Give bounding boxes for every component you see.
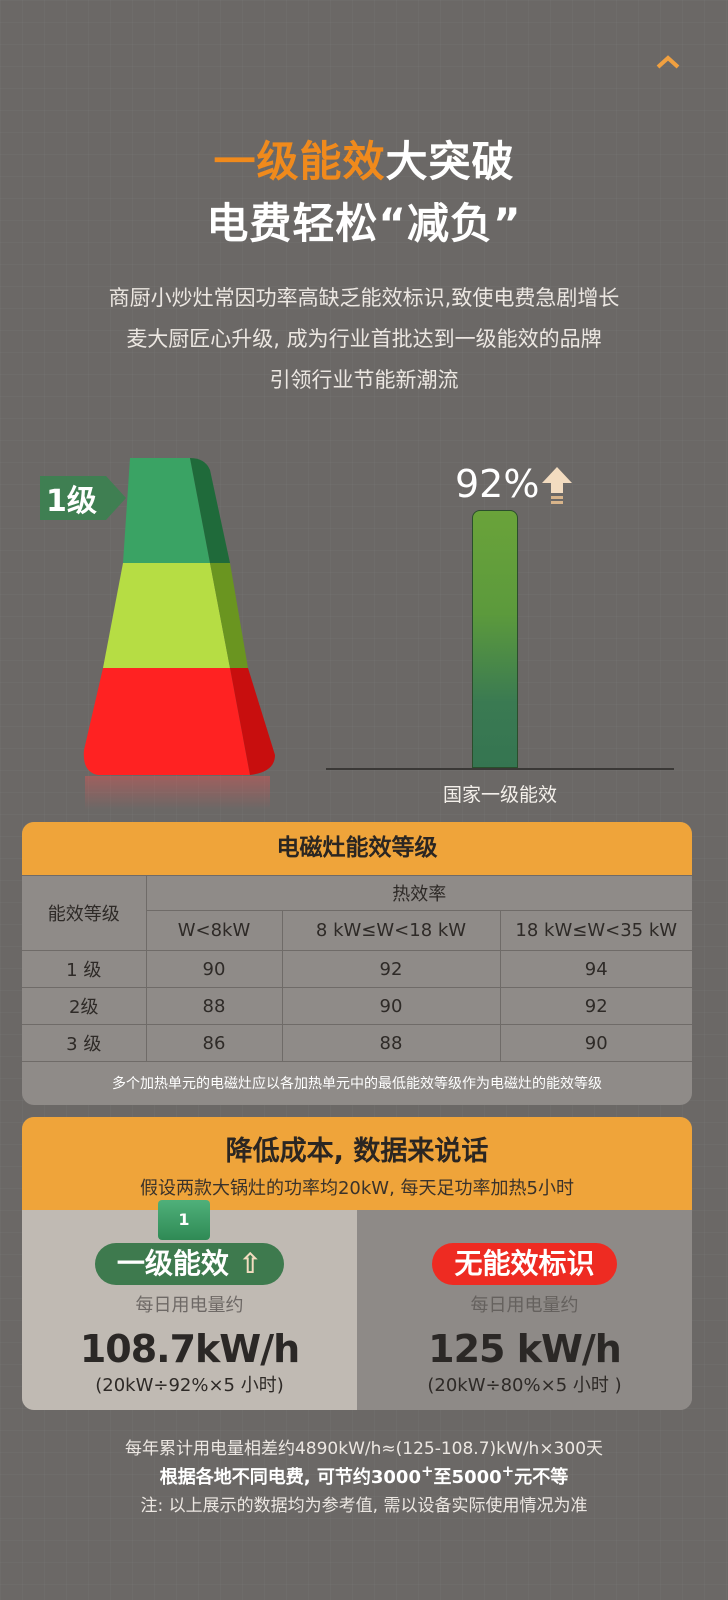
arrow-up-icon <box>542 467 572 504</box>
grade-cell: 1 级 <box>22 950 147 988</box>
intro-line: 引领行业节能新潮流 <box>269 368 459 392</box>
value-cell: 88 <box>281 1024 501 1062</box>
daily-usage-caption: 每日用电量约 <box>470 1295 579 1316</box>
value-cell: 92 <box>281 950 501 988</box>
daily-usage-caption: 每日用电量约 <box>135 1295 244 1316</box>
headline-line2: 电费轻松“减负” <box>206 199 522 248</box>
efficiency-bar <box>472 510 518 768</box>
plus-sup: + <box>501 1462 515 1480</box>
column-header: 18 kW≤W<35 kW <box>499 910 692 951</box>
column-header: W<8kW <box>145 910 283 951</box>
savings-text: 根据各地不同电费, 可节约3000 <box>159 1467 421 1488</box>
value-cell: 90 <box>145 950 283 988</box>
value-cell: 88 <box>145 987 283 1025</box>
reflection <box>85 776 270 810</box>
intro-line: 麦大厨匠心升级, 成为行业首批达到一级能效的品牌 <box>126 327 602 351</box>
efficiency-percent: 92% <box>455 462 540 506</box>
baseline <box>326 768 674 770</box>
pyramid-level-2 <box>103 563 230 668</box>
annual-difference: 每年累计用电量相差约4890kW/h≈(125-108.7)kW/h×300天 <box>124 1439 604 1459</box>
intro-line: 商厨小炒灶常因功率高缺乏能效标识,致使电费急剧增长 <box>108 286 620 310</box>
cost-title: 降低成本, 数据来说话 <box>225 1136 489 1167</box>
headline: 一级能效大突破 <box>0 128 728 189</box>
savings-text: 至5000 <box>433 1467 502 1488</box>
usage-formula: (20kW÷80%×5 小时 ) <box>427 1375 622 1396</box>
bar-label: 国家一级能效 <box>442 784 557 806</box>
table-row: 1 级 90 92 94 <box>22 950 692 988</box>
plus-sup: + <box>420 1462 434 1480</box>
cost-card: 降低成本, 数据来说话 假设两款大锅灶的功率均20kW, 每天足功率加热5小时 … <box>22 1117 692 1410</box>
grade1-pill: 一级能效 ⇧ <box>94 1243 285 1285</box>
value-cell: 92 <box>499 987 692 1025</box>
efficiency-table-card: 电磁灶能效等级 能效等级 热效率 W<8kW 8 kW≤W<18 kW 18 kW≤W… <box>22 822 692 1105</box>
grade-box-icon: 1 <box>158 1200 210 1240</box>
arrow-up-icon: ⇧ <box>238 1247 263 1280</box>
grade1-pill-label: 一级能效 <box>116 1247 229 1280</box>
value-cell: 90 <box>499 1024 692 1062</box>
value-cell: 90 <box>281 987 501 1025</box>
column-header: 8 kW≤W<18 kW <box>281 910 501 951</box>
usage-formula: (20kW÷92%×5 小时) <box>95 1375 284 1396</box>
disclaimer: 注: 以上展示的数据均为参考值, 需以设备实际使用情况为准 <box>140 1496 588 1516</box>
table-footnote: 多个加热单元的电磁灶应以各加热单元中的最低能效等级作为电磁灶的能效等级 <box>112 1076 602 1092</box>
savings-text: 元不等 <box>514 1467 569 1488</box>
headline-rest: 大突破 <box>385 137 515 186</box>
value-cell: 94 <box>499 950 692 988</box>
no-label-panel: 无能效标识 每日用电量约 125 kW/h (20kW÷80%×5 小时 ) <box>357 1210 692 1410</box>
cost-subtitle: 假设两款大锅灶的功率均20kW, 每天足功率加热5小时 <box>139 1178 575 1199</box>
energy-pyramid <box>83 458 275 810</box>
group-header: 热效率 <box>145 875 692 911</box>
savings-line: 根据各地不同电费, 可节约3000+至5000+元不等 <box>0 1462 728 1489</box>
value-cell: 86 <box>145 1024 283 1062</box>
chevron-up-icon[interactable] <box>656 54 680 70</box>
table-row: 2级 88 90 92 <box>22 987 692 1025</box>
grade-badge-label: 1级 <box>46 484 97 519</box>
cost-header: 降低成本, 数据来说话 假设两款大锅灶的功率均20kW, 每天足功率加热5小时 <box>22 1117 692 1210</box>
table-row: 3 级 86 88 90 <box>22 1024 692 1062</box>
row-header: 能效等级 <box>22 875 147 951</box>
table-title: 电磁灶能效等级 <box>22 822 692 875</box>
headline-highlight: 一级能效 <box>213 137 386 186</box>
grade-badge: 1级 <box>40 476 126 520</box>
daily-usage-value: 125 kW/h <box>428 1327 622 1371</box>
grade-cell: 3 级 <box>22 1024 147 1062</box>
grade1-panel: 1 一级能效 ⇧ 每日用电量约 108.7kW/h (20kW÷92%×5 小时… <box>22 1200 357 1410</box>
daily-usage-value: 108.7kW/h <box>79 1327 300 1371</box>
no-label-pill: 无能效标识 <box>432 1243 617 1285</box>
efficiency-table: 能效等级 热效率 W<8kW 8 kW≤W<18 kW 18 kW≤W<35 kW 1… <box>22 875 692 1062</box>
grade-cell: 2级 <box>22 987 147 1025</box>
intro-paragraph: 商厨小炒灶常因功率高缺乏能效标识,致使电费急剧增长 麦大厨匠心升级, 成为行业首… <box>0 278 728 401</box>
pyramid-level-3 <box>83 668 251 775</box>
pyramid-level-1 <box>123 458 210 563</box>
